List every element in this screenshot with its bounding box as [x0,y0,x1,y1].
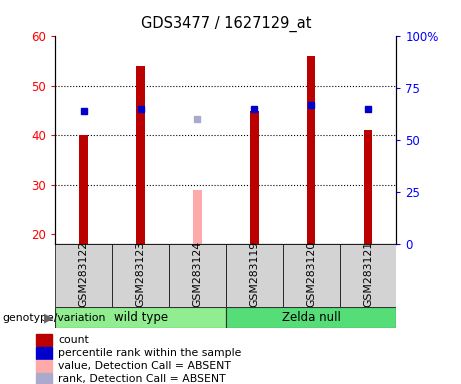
Text: ▶: ▶ [44,311,53,324]
Bar [169,244,226,307]
Bar [340,244,396,307]
Bar [250,111,259,244]
Text: GSM283123: GSM283123 [136,241,146,307]
Text: GSM283124: GSM283124 [192,241,202,307]
Bar [364,130,372,244]
Bar [55,244,112,307]
Text: genotype/variation: genotype/variation [2,313,106,323]
Text: value, Detection Call = ABSENT: value, Detection Call = ABSENT [58,361,231,371]
Text: rank, Detection Call = ABSENT: rank, Detection Call = ABSENT [58,374,226,384]
Text: wild type: wild type [113,311,168,324]
Bar [36,334,52,346]
Bar [55,307,226,328]
Bar [112,244,169,307]
Text: GSM283120: GSM283120 [306,241,316,307]
Text: percentile rank within the sample: percentile rank within the sample [58,348,242,358]
Text: GSM283119: GSM283119 [249,241,260,307]
Bar [226,244,283,307]
Text: GSM283121: GSM283121 [363,241,373,307]
Bar [136,66,145,244]
Bar [36,360,52,372]
Bar [193,190,202,244]
Bar [36,373,52,384]
Title: GDS3477 / 1627129_at: GDS3477 / 1627129_at [141,16,311,32]
Text: Zelda null: Zelda null [282,311,341,324]
Bar [283,244,340,307]
Text: count: count [58,335,89,345]
Bar [36,347,52,359]
Bar [307,56,315,244]
Bar [79,135,88,244]
Text: GSM283122: GSM283122 [79,241,89,307]
Bar [226,307,396,328]
